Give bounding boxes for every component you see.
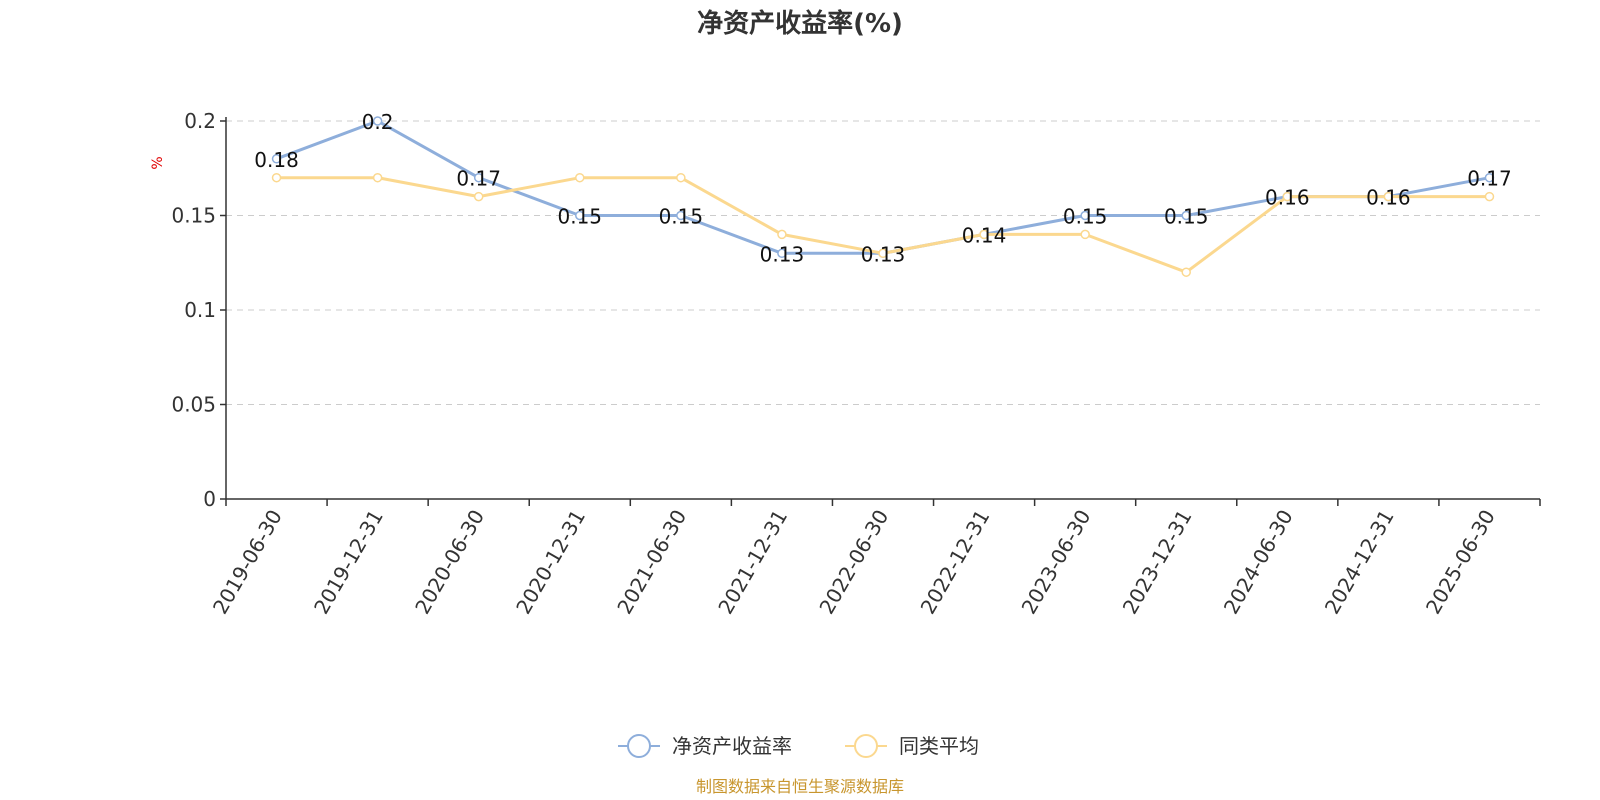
- data-label: 0.16: [1265, 186, 1310, 210]
- data-label: 0.18: [254, 148, 299, 172]
- data-label: 0.2: [362, 110, 394, 134]
- x-tick-label: 2021-12-31: [713, 506, 792, 619]
- data-point: [473, 172, 484, 183]
- data-point: [372, 172, 383, 183]
- data-label: 0.14: [962, 223, 1007, 247]
- legend-item-0[interactable]: 净资产收益率: [618, 734, 792, 758]
- data-point: [1080, 210, 1090, 221]
- data-point: [1181, 210, 1191, 221]
- legend[interactable]: 净资产收益率 同类平均: [618, 734, 979, 758]
- data-label: 0.17: [1467, 167, 1512, 191]
- x-tick-label: 2020-06-30: [410, 506, 489, 619]
- data-label: 0.13: [861, 242, 906, 266]
- series-group: [271, 116, 1495, 277]
- data-point: [372, 116, 383, 126]
- data-point: [271, 154, 282, 164]
- data-point: [1383, 191, 1394, 202]
- x-tick-label: 2023-12-31: [1118, 506, 1197, 619]
- source-note: 制图数据来自恒生聚源数据库: [696, 777, 904, 796]
- data-labels: 0.18 0.2 0.17 0.15 0.15 0.13 0.13 0.14 0.15 0.15 0…: [254, 110, 1511, 266]
- data-point: [1484, 191, 1495, 202]
- legend-label: 净资产收益率: [672, 734, 792, 758]
- y-tick-label: 0.1: [184, 298, 216, 322]
- data-point: [473, 191, 484, 202]
- x-tick-label: 2024-06-30: [1219, 506, 1298, 619]
- y-tick-label: 0.2: [184, 109, 216, 133]
- data-point: [271, 172, 282, 183]
- data-point: [575, 210, 585, 221]
- x-tick-label: 2024-12-31: [1320, 506, 1399, 619]
- data-point: [1282, 191, 1293, 202]
- data-point: [676, 172, 686, 183]
- x-tick-label: 2023-06-30: [1017, 506, 1096, 619]
- x-tick-label: 2022-06-30: [814, 506, 893, 619]
- data-point: [676, 210, 686, 221]
- grid-lines: [226, 120, 1540, 405]
- x-tick-label: 2025-06-30: [1421, 506, 1500, 619]
- data-label: 0.15: [1164, 205, 1209, 229]
- data-point: [777, 229, 787, 240]
- x-tick-label: 2020-12-31: [511, 506, 590, 619]
- x-tick-label: 2022-12-31: [916, 506, 995, 619]
- data-point: [1080, 229, 1090, 240]
- chart-title: 净资产收益率(%): [697, 8, 903, 39]
- data-label: 0.17: [456, 167, 501, 191]
- y-tick-label: 0: [203, 487, 216, 511]
- legend-marker-icon: [627, 734, 651, 758]
- series-1: [271, 172, 1495, 277]
- legend-label: 同类平均: [899, 734, 979, 758]
- data-point: [575, 172, 585, 183]
- data-label: 0.15: [1063, 205, 1108, 229]
- data-label: 0.15: [558, 205, 603, 229]
- data-label: 0.15: [659, 205, 704, 229]
- data-label: 0.13: [760, 242, 805, 266]
- y-tick-label: 0.05: [171, 393, 216, 417]
- x-tick-label: 2019-12-31: [309, 506, 388, 619]
- data-label: 0.16: [1366, 186, 1411, 210]
- data-point: [1181, 267, 1191, 277]
- y-axis-unit: %: [150, 156, 166, 169]
- y-tick-label: 0.15: [171, 204, 216, 228]
- x-tick-label: 2019-06-30: [208, 506, 287, 619]
- data-point: [1484, 172, 1495, 183]
- data-point: [979, 229, 989, 240]
- data-point: [878, 248, 888, 259]
- x-tick-label: 2021-06-30: [612, 506, 691, 619]
- legend-marker-icon: [854, 734, 878, 758]
- data-point: [777, 248, 787, 259]
- axes: 0 0.05 0.1 0.15 0.2 2019-06-30 2019-12-31 2020-…: [171, 109, 1541, 619]
- legend-item-1[interactable]: 同类平均: [845, 734, 979, 758]
